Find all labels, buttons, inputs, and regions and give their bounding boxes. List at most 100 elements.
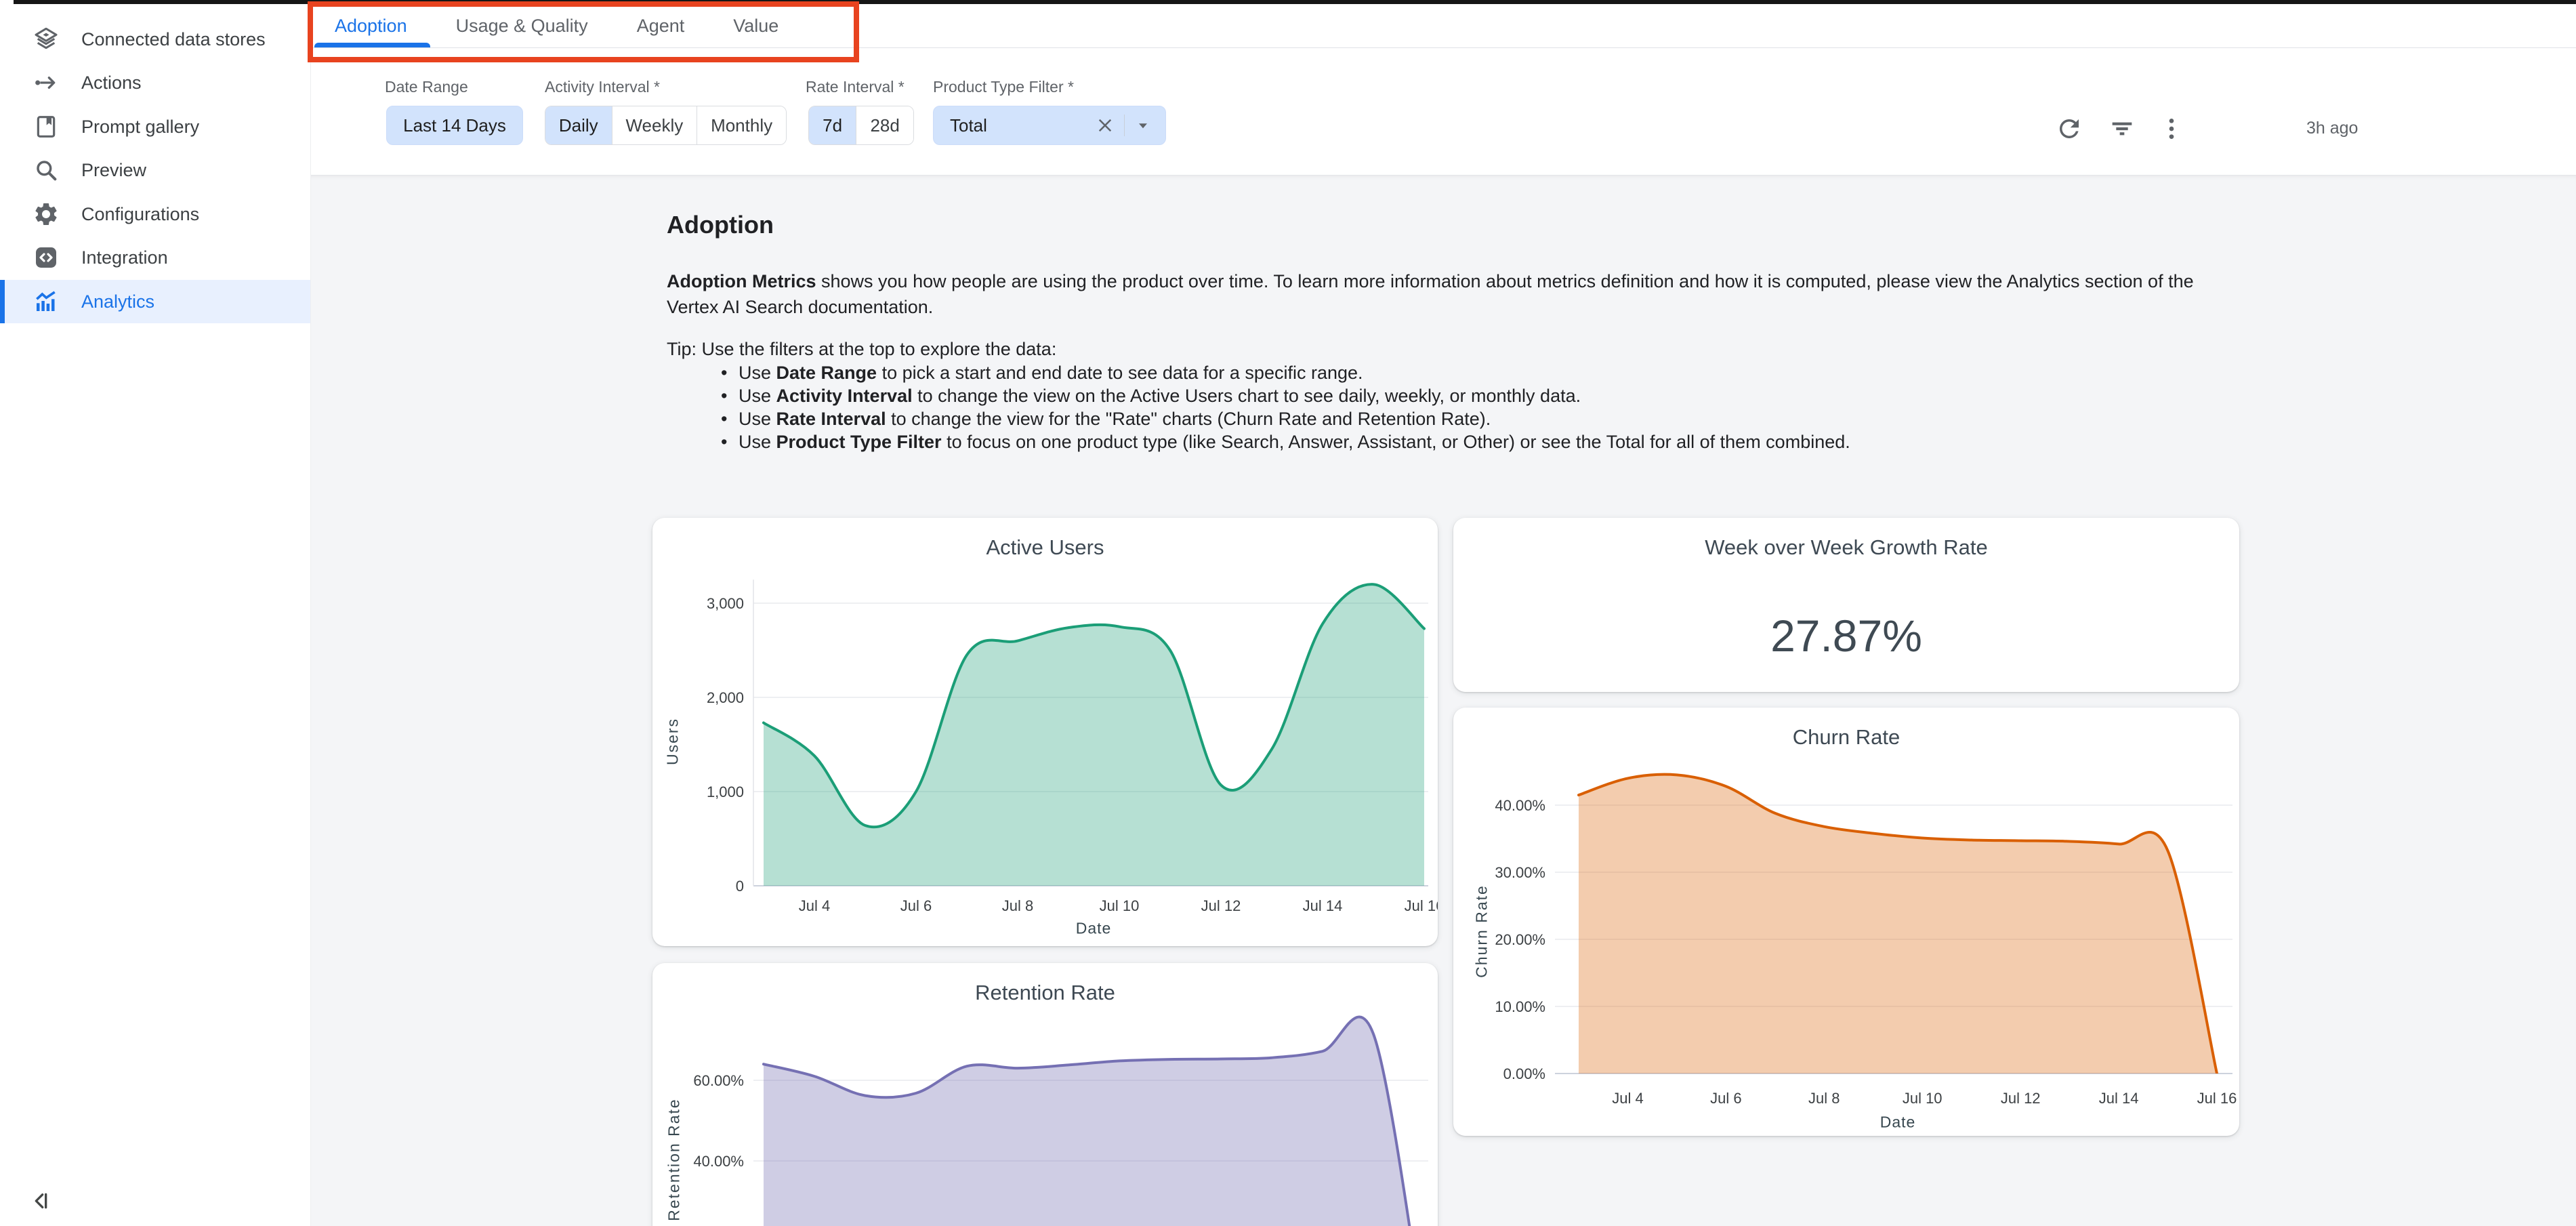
churn-rate-card: Churn Rate 0.00% 10.00% 20.00% 30.00% 40.00%… [1453, 708, 2239, 1136]
tip-bullet: Use Date Range to pick a start and end d… [717, 361, 2377, 384]
sidebar-item-label: Integration [81, 247, 168, 268]
filter-icon [2112, 122, 2132, 136]
svg-text:40.00%: 40.00% [693, 1153, 744, 1170]
svg-text:2,000: 2,000 [707, 689, 744, 706]
tab-value[interactable]: Value [733, 16, 779, 36]
growth-rate-value: 27.87% [1770, 611, 1922, 661]
svg-text:1,000: 1,000 [707, 783, 744, 800]
product-type-filter-dropdown[interactable]: Total [933, 106, 1166, 145]
activity-option-monthly[interactable]: Monthly [697, 106, 786, 144]
data-stores-icon [35, 27, 58, 49]
svg-text:20.00%: 20.00% [1495, 931, 1545, 948]
date-range-value: Last 14 Days [403, 115, 506, 136]
svg-text:Jul 8: Jul 8 [1808, 1090, 1840, 1107]
sidebar-item-label: Preview [81, 160, 147, 180]
intro-paragraph: Adoption Metrics shows you how people ar… [667, 268, 2225, 320]
sidebar-item-preview[interactable]: Preview [0, 148, 310, 192]
sidebar-item-label: Configurations [81, 204, 200, 224]
rate-interval-segmented: 7d 28d [808, 106, 914, 145]
refresh-icon [2060, 119, 2079, 138]
sidebar-item-label: Connected data stores [81, 29, 266, 49]
sidebar-item-analytics[interactable]: Analytics [0, 280, 310, 323]
svg-text:Jul 8: Jul 8 [1002, 897, 1033, 914]
churn-rate-chart[interactable]: 0.00% 10.00% 20.00% 30.00% 40.00% Jul 4 Jul 6 J… [1453, 708, 2239, 1136]
sidebar-item-configurations[interactable]: Configurations [0, 192, 310, 236]
collapse-sidebar-icon [35, 1193, 47, 1209]
preview-icon [37, 161, 57, 181]
sidebar-item-prompt-gallery[interactable]: Prompt gallery [0, 105, 310, 148]
svg-text:0: 0 [736, 878, 744, 895]
sidebar-item-connected-data-stores[interactable]: Connected data stores [0, 18, 310, 61]
tab-agent[interactable]: Agent [636, 16, 685, 36]
main-content: Adoption Adoption Metrics shows you how … [310, 175, 2576, 1226]
tab-bar: Adoption Usage & Quality Agent Value [310, 4, 804, 47]
collapse-sidebar-button[interactable] [23, 1183, 58, 1219]
sidebar-item-label: Actions [81, 73, 142, 93]
tip-bullet-list: Use Date Range to pick a start and end d… [717, 361, 2377, 453]
prompt-gallery-icon [37, 116, 56, 138]
actions-icon [35, 77, 56, 89]
svg-text:Jul 12: Jul 12 [1201, 897, 1241, 914]
chart-title: Retention Rate [975, 981, 1115, 1004]
x-axis-title: Date [1075, 919, 1112, 937]
active-users-chart[interactable]: 0 1,000 2,000 3,000 Jul 4 Jul 6 Jul 8 Jul 10 Jul… [652, 518, 1438, 946]
svg-text:Jul 14: Jul 14 [2099, 1090, 2139, 1107]
sidebar-item-integration[interactable]: Integration [0, 236, 310, 279]
svg-text:3,000: 3,000 [707, 595, 744, 612]
svg-text:10.00%: 10.00% [1495, 998, 1545, 1015]
activity-option-daily[interactable]: Daily [545, 106, 612, 144]
activity-interval-segmented: Daily Weekly Monthly [545, 106, 787, 145]
intro-rest: shows you how people are using the produ… [667, 271, 2194, 317]
chart-title: Week over Week Growth Rate [1705, 535, 1988, 559]
svg-text:Jul 4: Jul 4 [1612, 1090, 1643, 1107]
svg-text:60.00%: 60.00% [693, 1072, 744, 1089]
rate-option-7d[interactable]: 7d [809, 106, 856, 144]
chart-title: Churn Rate [1792, 725, 1900, 749]
x-axis-title: Date [1879, 1113, 1916, 1131]
y-axis-title: Retention Rate [665, 1098, 683, 1221]
svg-text:Jul 6: Jul 6 [1710, 1090, 1741, 1107]
tip-bullet: Use Product Type Filter to focus on one … [717, 430, 2377, 453]
clear-icon[interactable] [1093, 113, 1117, 138]
analytics-icon [36, 291, 56, 311]
dropdown-divider [1124, 115, 1125, 136]
page-title: Adoption [667, 211, 774, 239]
svg-text:Jul 6: Jul 6 [900, 897, 932, 914]
svg-text:Jul 4: Jul 4 [799, 897, 830, 914]
last-refreshed-label: 3h ago [2306, 119, 2359, 138]
dropdown-arrow-icon[interactable] [1133, 115, 1153, 136]
svg-text:Jul 12: Jul 12 [2001, 1090, 2041, 1107]
svg-text:40.00%: 40.00% [1495, 797, 1545, 814]
date-range-label: Date Range [385, 78, 468, 96]
tab-adoption[interactable]: Adoption [310, 4, 432, 47]
tip-text: Tip: Use the filters at the top to explo… [667, 339, 1057, 359]
tab-bar-divider [310, 47, 2576, 48]
activity-interval-label: Activity Interval * [545, 78, 660, 96]
product-type-filter-label: Product Type Filter * [933, 78, 1074, 96]
refresh-icon[interactable] [2053, 113, 2085, 145]
tab-usage-quality[interactable]: Usage & Quality [455, 16, 588, 36]
filter-icon[interactable] [2106, 113, 2138, 145]
chart-title: Active Users [986, 535, 1104, 559]
integration-icon [36, 247, 56, 268]
svg-text:Jul 14: Jul 14 [1303, 897, 1343, 914]
wow-growth-rate-card: Week over Week Growth Rate 27.87% [1453, 518, 2239, 692]
rate-interval-label: Rate Interval * [806, 78, 905, 96]
svg-text:0.00%: 0.00% [1503, 1065, 1545, 1082]
configurations-icon [35, 203, 57, 225]
date-range-chip[interactable]: Last 14 Days [386, 106, 523, 145]
activity-option-weekly[interactable]: Weekly [611, 106, 697, 144]
svg-text:Jul 16: Jul 16 [2197, 1090, 2237, 1107]
svg-text:30.00%: 30.00% [1495, 864, 1545, 881]
intro-bold: Adoption Metrics [667, 271, 816, 291]
tip-bullet: Use Rate Interval to change the view for… [717, 407, 2377, 430]
sidebar: Connected data stores Actions Prompt gal… [0, 4, 311, 1226]
more-options-icon[interactable] [2155, 113, 2188, 145]
rate-option-28d[interactable]: 28d [856, 106, 913, 144]
retention-rate-card: Retention Rate 0.00%20.00%40.00%60.00%Ju… [652, 963, 1438, 1226]
tip-bullet: Use Activity Interval to change the view… [717, 384, 2377, 407]
sidebar-item-actions[interactable]: Actions [0, 61, 310, 104]
svg-text:Jul 10: Jul 10 [1903, 1090, 1943, 1107]
